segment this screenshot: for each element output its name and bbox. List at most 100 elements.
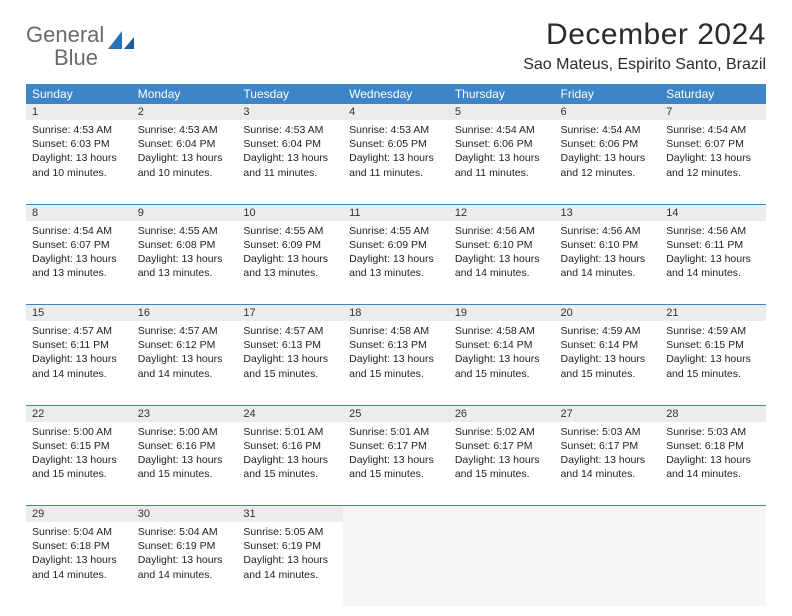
- day-number-cell: 29: [26, 506, 132, 523]
- sunrise-line: Sunrise: 4:59 AM: [666, 324, 760, 338]
- day-number-cell: 19: [449, 305, 555, 322]
- calendar-week-row: Sunrise: 4:57 AMSunset: 6:11 PMDaylight:…: [26, 321, 766, 405]
- sunset-line: Sunset: 6:07 PM: [666, 137, 760, 151]
- weekday-header: Monday: [132, 84, 238, 104]
- day-number-cell: 11: [343, 204, 449, 221]
- calendar-week-row: Sunrise: 4:54 AMSunset: 6:07 PMDaylight:…: [26, 221, 766, 305]
- calendar-week-row: Sunrise: 4:53 AMSunset: 6:03 PMDaylight:…: [26, 120, 766, 204]
- day-details: Sunrise: 5:01 AMSunset: 6:17 PMDaylight:…: [343, 422, 449, 486]
- sunrise-line: Sunrise: 4:58 AM: [455, 324, 549, 338]
- sunset-line: Sunset: 6:14 PM: [561, 338, 655, 352]
- logo: General Blue: [26, 24, 136, 70]
- sunrise-line: Sunrise: 4:53 AM: [349, 123, 443, 137]
- daylight-line: Daylight: 13 hours and 14 minutes.: [138, 352, 232, 380]
- daylight-line: Daylight: 13 hours and 11 minutes.: [349, 151, 443, 179]
- calendar-day-cell: Sunrise: 4:54 AMSunset: 6:06 PMDaylight:…: [449, 120, 555, 204]
- calendar-day-cell: Sunrise: 5:05 AMSunset: 6:19 PMDaylight:…: [237, 522, 343, 606]
- sunrise-line: Sunrise: 4:54 AM: [455, 123, 549, 137]
- sunrise-line: Sunrise: 5:01 AM: [349, 425, 443, 439]
- day-number-cell: 8: [26, 204, 132, 221]
- day-number-cell: 3: [237, 104, 343, 120]
- daylight-line: Daylight: 13 hours and 14 minutes.: [138, 553, 232, 581]
- daylight-line: Daylight: 13 hours and 15 minutes.: [455, 453, 549, 481]
- sunrise-line: Sunrise: 4:55 AM: [243, 224, 337, 238]
- daylight-line: Daylight: 13 hours and 14 minutes.: [561, 453, 655, 481]
- day-details: Sunrise: 4:55 AMSunset: 6:09 PMDaylight:…: [343, 221, 449, 285]
- sunrise-line: Sunrise: 4:54 AM: [561, 123, 655, 137]
- day-details: Sunrise: 4:53 AMSunset: 6:05 PMDaylight:…: [343, 120, 449, 184]
- weekday-header-row: Sunday Monday Tuesday Wednesday Thursday…: [26, 84, 766, 104]
- sunrise-line: Sunrise: 4:53 AM: [32, 123, 126, 137]
- day-details: Sunrise: 5:02 AMSunset: 6:17 PMDaylight:…: [449, 422, 555, 486]
- sunrise-line: Sunrise: 5:04 AM: [138, 525, 232, 539]
- day-details: Sunrise: 4:55 AMSunset: 6:08 PMDaylight:…: [132, 221, 238, 285]
- sunset-line: Sunset: 6:10 PM: [561, 238, 655, 252]
- daylight-line: Daylight: 13 hours and 10 minutes.: [32, 151, 126, 179]
- sunset-line: Sunset: 6:13 PM: [243, 338, 337, 352]
- calendar-day-cell: Sunrise: 5:00 AMSunset: 6:15 PMDaylight:…: [26, 422, 132, 506]
- day-number-cell: 4: [343, 104, 449, 120]
- calendar-day-cell: Sunrise: 5:02 AMSunset: 6:17 PMDaylight:…: [449, 422, 555, 506]
- day-details: Sunrise: 4:54 AMSunset: 6:07 PMDaylight:…: [26, 221, 132, 285]
- daylight-line: Daylight: 13 hours and 15 minutes.: [349, 352, 443, 380]
- daylight-line: Daylight: 13 hours and 15 minutes.: [243, 352, 337, 380]
- day-details: Sunrise: 4:57 AMSunset: 6:12 PMDaylight:…: [132, 321, 238, 385]
- calendar-day-cell: Sunrise: 4:55 AMSunset: 6:09 PMDaylight:…: [237, 221, 343, 305]
- day-number-cell: 9: [132, 204, 238, 221]
- day-details: Sunrise: 4:53 AMSunset: 6:04 PMDaylight:…: [237, 120, 343, 184]
- daylight-line: Daylight: 13 hours and 15 minutes.: [243, 453, 337, 481]
- page-title: December 2024: [523, 18, 766, 52]
- day-number-row: 293031: [26, 506, 766, 523]
- weekday-header: Friday: [555, 84, 661, 104]
- calendar-day-cell: Sunrise: 4:53 AMSunset: 6:05 PMDaylight:…: [343, 120, 449, 204]
- calendar-day-cell: Sunrise: 4:55 AMSunset: 6:08 PMDaylight:…: [132, 221, 238, 305]
- daylight-line: Daylight: 13 hours and 12 minutes.: [561, 151, 655, 179]
- sunset-line: Sunset: 6:17 PM: [561, 439, 655, 453]
- calendar-day-cell: Sunrise: 4:57 AMSunset: 6:13 PMDaylight:…: [237, 321, 343, 405]
- day-details: Sunrise: 5:00 AMSunset: 6:15 PMDaylight:…: [26, 422, 132, 486]
- calendar-day-cell: Sunrise: 4:59 AMSunset: 6:14 PMDaylight:…: [555, 321, 661, 405]
- day-details: Sunrise: 5:03 AMSunset: 6:18 PMDaylight:…: [660, 422, 766, 486]
- sunset-line: Sunset: 6:16 PM: [243, 439, 337, 453]
- day-details: Sunrise: 4:57 AMSunset: 6:13 PMDaylight:…: [237, 321, 343, 385]
- sunset-line: Sunset: 6:11 PM: [32, 338, 126, 352]
- sunset-line: Sunset: 6:13 PM: [349, 338, 443, 352]
- day-number-cell: 30: [132, 506, 238, 523]
- sunset-line: Sunset: 6:18 PM: [666, 439, 760, 453]
- sunrise-line: Sunrise: 4:53 AM: [243, 123, 337, 137]
- weekday-header: Wednesday: [343, 84, 449, 104]
- day-details: Sunrise: 4:54 AMSunset: 6:06 PMDaylight:…: [555, 120, 661, 184]
- daylight-line: Daylight: 13 hours and 15 minutes.: [32, 453, 126, 481]
- calendar-day-cell: Sunrise: 4:58 AMSunset: 6:14 PMDaylight:…: [449, 321, 555, 405]
- day-details: Sunrise: 4:58 AMSunset: 6:14 PMDaylight:…: [449, 321, 555, 385]
- sunrise-line: Sunrise: 5:03 AM: [666, 425, 760, 439]
- sunrise-line: Sunrise: 4:59 AM: [561, 324, 655, 338]
- sunset-line: Sunset: 6:08 PM: [138, 238, 232, 252]
- calendar-day-cell: Sunrise: 4:55 AMSunset: 6:09 PMDaylight:…: [343, 221, 449, 305]
- logo-text-gray: General: [26, 22, 104, 47]
- daylight-line: Daylight: 13 hours and 15 minutes.: [666, 352, 760, 380]
- sunset-line: Sunset: 6:14 PM: [455, 338, 549, 352]
- day-details: Sunrise: 4:58 AMSunset: 6:13 PMDaylight:…: [343, 321, 449, 385]
- day-number-row: 891011121314: [26, 204, 766, 221]
- calendar-day-cell: [660, 522, 766, 606]
- day-number-cell: 7: [660, 104, 766, 120]
- sunset-line: Sunset: 6:17 PM: [349, 439, 443, 453]
- day-details: Sunrise: 4:59 AMSunset: 6:15 PMDaylight:…: [660, 321, 766, 385]
- calendar-day-cell: Sunrise: 4:58 AMSunset: 6:13 PMDaylight:…: [343, 321, 449, 405]
- calendar-day-cell: Sunrise: 4:56 AMSunset: 6:11 PMDaylight:…: [660, 221, 766, 305]
- day-number-cell: 5: [449, 104, 555, 120]
- calendar-day-cell: Sunrise: 4:57 AMSunset: 6:12 PMDaylight:…: [132, 321, 238, 405]
- day-details: Sunrise: 4:53 AMSunset: 6:03 PMDaylight:…: [26, 120, 132, 184]
- day-number-cell: 16: [132, 305, 238, 322]
- calendar-day-cell: [449, 522, 555, 606]
- day-number-cell: [660, 506, 766, 523]
- sunset-line: Sunset: 6:10 PM: [455, 238, 549, 252]
- calendar-day-cell: Sunrise: 5:01 AMSunset: 6:16 PMDaylight:…: [237, 422, 343, 506]
- calendar-day-cell: [343, 522, 449, 606]
- sunrise-line: Sunrise: 4:54 AM: [32, 224, 126, 238]
- day-number-cell: 28: [660, 405, 766, 422]
- day-number-cell: 17: [237, 305, 343, 322]
- day-number-cell: 21: [660, 305, 766, 322]
- day-number-row: 1234567: [26, 104, 766, 120]
